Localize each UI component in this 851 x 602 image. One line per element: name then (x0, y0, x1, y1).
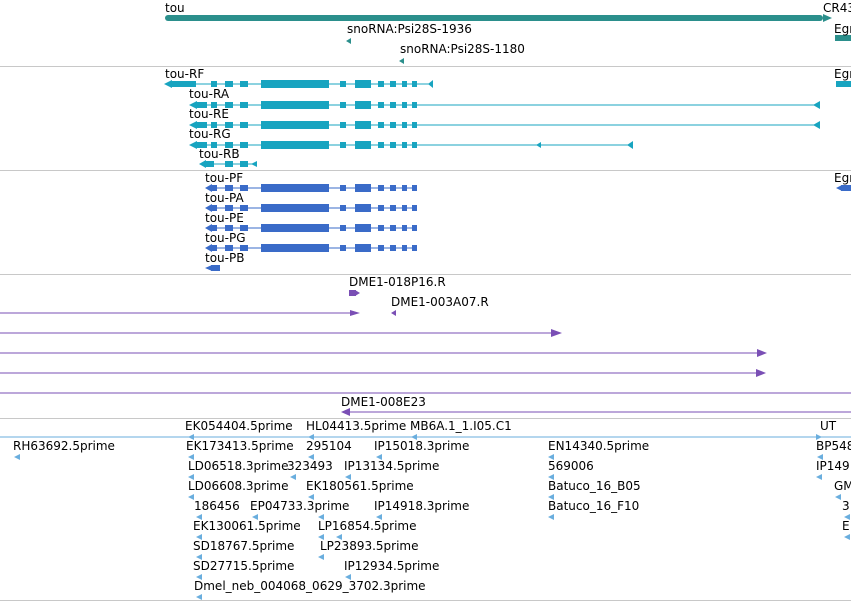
est-label[interactable]: SD27715.5prime (193, 559, 295, 573)
protein-egr[interactable] (836, 185, 851, 191)
est-label[interactable]: Batuco_16_F10 (548, 499, 640, 513)
est-label[interactable]: EK054404.5prime (185, 419, 293, 433)
transcript-label-tou-rf[interactable]: tou-RF (165, 67, 205, 81)
clone-line-3[interactable] (0, 349, 767, 357)
transcript-tou-rg[interactable] (189, 141, 633, 149)
protein-label-tou-pb[interactable]: tou-PB (205, 251, 245, 265)
est-label[interactable]: IP12934.5prime (344, 559, 440, 573)
track-divider-bottom (0, 600, 851, 601)
clone-label-003a07[interactable]: DME1-003A07.R (391, 295, 489, 309)
transcript-egr[interactable] (836, 81, 851, 87)
est-label[interactable]: EK173413.5prime (186, 439, 294, 453)
clone-018p16[interactable] (349, 290, 360, 296)
gene-label-egr[interactable]: Egr (834, 22, 851, 36)
gene-egr[interactable] (835, 35, 851, 41)
clone-label-008e23[interactable]: DME1-008E23 (341, 395, 426, 409)
gene-label-cr43[interactable]: CR43 (823, 1, 851, 15)
est-label[interactable]: E (842, 519, 850, 533)
transcript-tou-rf[interactable] (164, 80, 433, 88)
est-label[interactable]: IP14918.3prime (374, 499, 470, 513)
track-divider-proteins (0, 274, 851, 275)
clone-line-1[interactable] (0, 310, 360, 316)
est-label[interactable]: LP23893.5prime (320, 539, 419, 553)
protein-tou-pa[interactable] (205, 204, 417, 212)
transcript-tou-rb[interactable] (199, 160, 257, 168)
est-label[interactable]: IP149 (816, 459, 850, 473)
track-divider-clones (0, 418, 851, 419)
transcript-label-tou-rb[interactable]: tou-RB (199, 147, 240, 161)
snorna-1180-marker[interactable] (399, 58, 404, 64)
transcript-tou-re[interactable] (189, 121, 820, 129)
clone-line-4[interactable] (0, 369, 766, 377)
est-label[interactable]: HL04413.5prime (306, 419, 407, 433)
est-label[interactable]: UT (820, 419, 837, 433)
protein-tou-pe[interactable] (205, 224, 417, 232)
est-label[interactable]: SD18767.5prime (193, 539, 295, 553)
est-label[interactable]: 186456 (194, 499, 240, 513)
protein-tou-pg[interactable] (205, 244, 417, 252)
est-label[interactable]: 295104 (306, 439, 352, 453)
protein-label-egr[interactable]: Egr (834, 171, 851, 185)
track-divider-genes (0, 66, 851, 67)
est-label[interactable]: EN14340.5prime (548, 439, 650, 453)
est-label[interactable]: EK130061.5prime (193, 519, 301, 533)
transcript-label-tou-rg[interactable]: tou-RG (189, 127, 231, 141)
est-label[interactable]: 3 (842, 499, 850, 513)
est-label[interactable]: Batuco_16_B05 (548, 479, 641, 493)
transcript-label-egr[interactable]: Egr (834, 67, 851, 81)
est-label[interactable]: RH63692.5prime (13, 439, 115, 453)
est-label[interactable]: LP16854.5prime (318, 519, 417, 533)
transcript-label-tou-ra[interactable]: tou-RA (189, 87, 230, 101)
est-label[interactable]: BP548 (816, 439, 851, 453)
protein-tou-pb[interactable] (205, 265, 220, 271)
est-label[interactable]: IP13134.5prime (344, 459, 440, 473)
est-markers[interactable] (14, 434, 850, 600)
est-label[interactable]: MB6A.1_1.I05.C1 (410, 419, 512, 433)
clone-008e23[interactable] (341, 408, 851, 416)
gene-label-tou[interactable]: tou (165, 1, 185, 15)
gene-label-snorna-1936[interactable]: snoRNA:Psi28S-1936 (347, 22, 472, 36)
est-label[interactable]: 569006 (548, 459, 594, 473)
clone-003a07[interactable] (391, 310, 396, 316)
est-label[interactable]: LD06518.3prime (188, 459, 289, 473)
protein-label-tou-pg[interactable]: tou-PG (205, 231, 246, 245)
est-label[interactable]: EK180561.5prime (306, 479, 414, 493)
protein-tou-pf[interactable] (205, 184, 417, 192)
est-label[interactable]: 323493 (287, 459, 333, 473)
est-label[interactable]: LD06608.3prime (188, 479, 289, 493)
transcript-label-tou-re[interactable]: tou-RE (189, 107, 229, 121)
gene-tou[interactable] (165, 14, 832, 22)
est-label[interactable]: EP04733.3prime (250, 499, 350, 513)
est-label[interactable]: IP15018.3prime (374, 439, 470, 453)
gene-label-snorna-1180[interactable]: snoRNA:Psi28S-1180 (400, 42, 525, 56)
track-divider-transcripts (0, 170, 851, 171)
est-label[interactable]: GM (834, 479, 851, 493)
est-label[interactable]: Dmel_neb_004068_0629_3702.3prime (194, 579, 426, 593)
clone-line-2[interactable] (0, 329, 562, 337)
protein-label-tou-pf[interactable]: tou-PF (205, 171, 244, 185)
protein-label-tou-pe[interactable]: tou-PE (205, 211, 244, 225)
protein-label-tou-pa[interactable]: tou-PA (205, 191, 244, 205)
transcript-tou-ra[interactable] (189, 101, 820, 109)
clone-label-018p16[interactable]: DME1-018P16.R (349, 275, 446, 289)
snorna-1936-marker[interactable] (346, 38, 351, 44)
